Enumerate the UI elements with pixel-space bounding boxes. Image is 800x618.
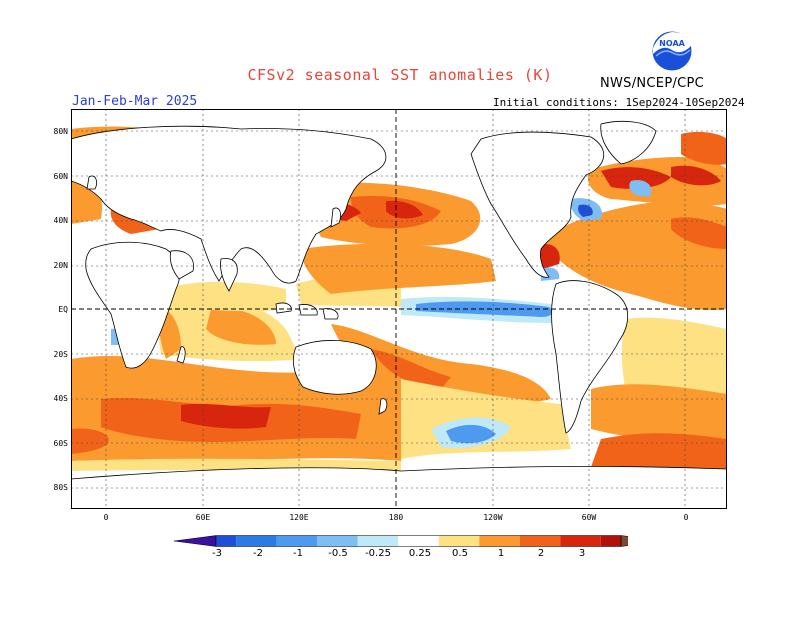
madagascar [176,346,186,364]
chart-title: CFSv2 seasonal SST anomalies (K) [247,66,553,84]
colorbar-below-arrow [173,535,217,547]
continents [71,120,727,509]
island [322,308,339,320]
lat-label: 20S [53,350,68,359]
lat-label: 60N [53,172,68,181]
lon-label: 120W [483,513,503,522]
lon-label: 60E [195,513,211,522]
map-gridlines [71,109,727,509]
antarctica [71,465,727,509]
colorbar-label: -2 [253,548,263,559]
new-zealand [378,398,388,415]
colorbar-bin [236,535,277,547]
lat-label: 80N [53,127,68,136]
island [275,302,292,314]
noaa-logo-text: NOAA [659,39,685,48]
colorbar-label: -0.5 [328,548,348,559]
lat-label: 80S [53,483,68,492]
colorbar-frame [215,535,622,547]
colorbar-label: 0.5 [452,548,468,559]
lat-label: 60S [53,439,68,448]
agency-label: NWS/NCEP/CPC [600,76,705,91]
colorbar-bin [317,535,358,547]
africa [85,241,181,369]
australia [292,340,377,395]
colorbar-bin [398,535,439,547]
arabia [169,250,194,280]
colorbar-label: -1 [293,548,303,559]
north-america [470,131,604,278]
initial-conditions-label: Initial conditions: 1Sep2024-10Sep2024 [493,96,745,109]
lon-label: 120E [289,513,309,522]
colorbar-label: 3 [578,548,586,559]
colorbar-label: 0.25 [408,548,432,559]
colorbar-label: -3 [212,548,222,559]
sst-anomaly-map [71,109,727,509]
colorbar-bin [600,535,621,547]
colorbar-bin [357,535,399,547]
colorbar-label: -0.25 [365,548,391,559]
lon-label: 60W [581,513,597,522]
colorbar-bin [276,535,318,547]
colorbar-label: 2 [537,548,545,559]
colorbar [173,535,628,547]
colorbar-bin [479,535,520,547]
island [298,304,318,316]
colorbar-above-arrow [620,535,628,547]
lat-label: 40N [53,216,68,225]
lon-label: 180 [388,513,404,522]
lat-label: 40S [53,394,68,403]
noaa-logo: NOAA [651,30,693,72]
map-frame [71,109,727,509]
season-label: Jan-Feb-Mar 2025 [72,94,198,109]
colorbar-bin [519,535,561,547]
colorbar-bin [216,535,237,547]
lat-label: 20N [53,261,68,270]
colorbar-bin [438,535,480,547]
colorbar-label: 1 [497,548,505,559]
lat-label: EQ [58,305,68,314]
greenland [600,120,657,165]
lon-label: 0 [683,513,689,522]
south-america [551,280,629,434]
india [220,258,238,292]
eurasia [71,125,387,284]
lon-label: 0 [103,513,109,522]
japan [330,207,341,228]
reference-lines [71,109,727,509]
colorbar-bin [560,535,601,547]
